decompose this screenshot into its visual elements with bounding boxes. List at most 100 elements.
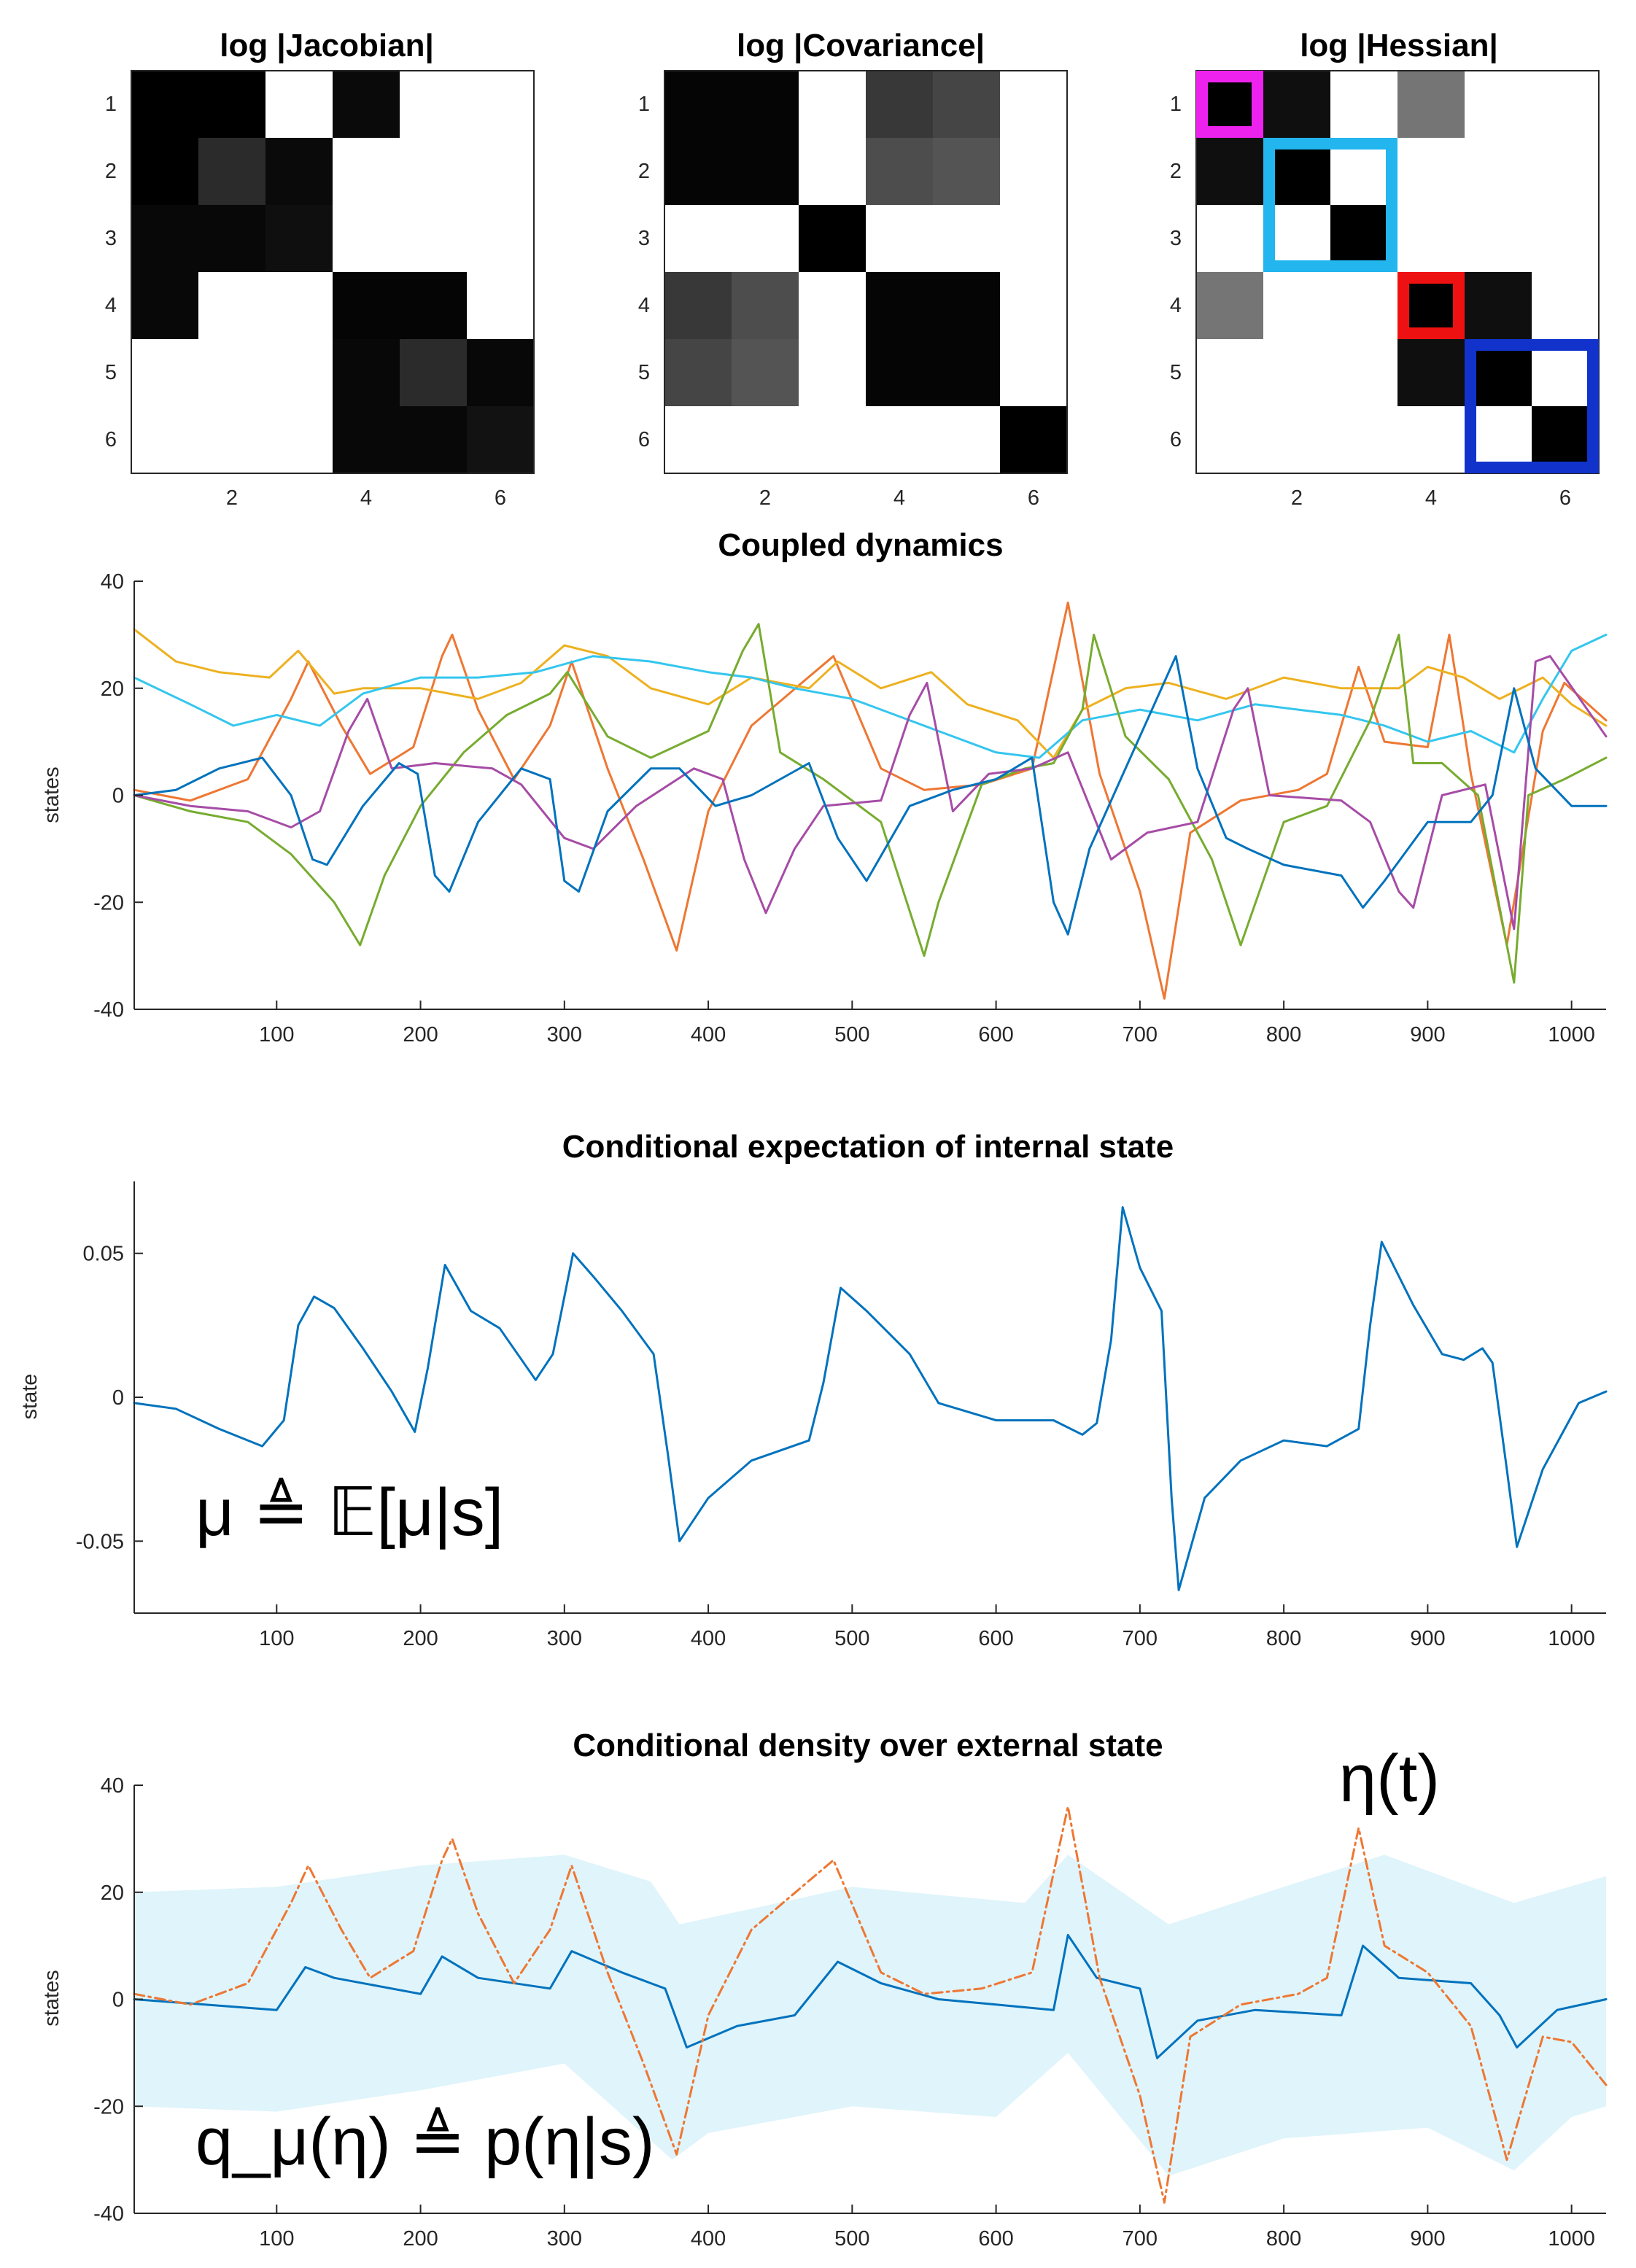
heat-cell [799,138,867,206]
heat-cell [198,406,266,474]
x-tick-label: 700 [1123,1023,1158,1046]
heat-cell [1397,138,1465,206]
heat-cell [198,339,266,407]
x-tick-label: 400 [691,1627,726,1650]
heatmap-jacobian-col-ticks: 2 4 6 [226,486,506,510]
x-tick-label: 200 [403,1023,438,1046]
series-internal-expectation [133,1206,1608,1591]
formula-eta-t: η(t) [1339,1741,1440,1816]
heat-cell [467,339,535,407]
heat-cell [664,272,732,340]
heat-cell [333,406,400,474]
heat-cell [131,205,199,273]
x-tick-label: 300 [547,1023,582,1046]
series-true-external-state [133,1805,1608,2204]
plot-internal-state: Conditional expectation of internal stat… [18,1129,1608,1650]
heatmap-jacobian-row-ticks: 1 2 3 4 5 6 [105,93,117,451]
x-tick-label: 700 [1123,1627,1158,1650]
x-tick-label: 500 [834,2227,869,2250]
col-tick: 4 [360,486,372,510]
heat-cell [400,406,468,474]
col-tick: 6 [1559,486,1571,510]
y-tick-label: 0.05 [83,1243,124,1266]
heat-cell [131,71,199,139]
heat-cell [732,406,799,474]
heatmap-hessian-row-ticks: 1 2 3 4 5 6 [1170,93,1182,451]
y-tick-label: -20 [93,891,124,914]
heatmap-hessian-cells [1196,71,1600,474]
heatmap-covariance-title: log |Covariance| [737,28,985,64]
heat-cell [467,138,535,206]
x-tick-label: 200 [403,2227,438,2250]
heat-cell [664,138,732,206]
heatmap-hessian-col-ticks: 2 4 6 [1291,486,1571,510]
x-tick-label: 500 [834,1023,869,1046]
heat-cell [866,71,934,139]
row-tick: 6 [638,428,650,451]
heat-cell [198,71,266,139]
heat-cell [1000,406,1068,474]
x-tick-label: 900 [1410,1023,1445,1046]
heat-cell [198,138,266,206]
x-tick-label: 400 [691,2227,726,2250]
heat-cell [265,71,333,139]
plot-coupled-dynamics-area: 100 200 300 400 500 600 700 800 900 1000 -40 -20 0 20… [93,570,1608,1046]
heat-cell [866,406,934,474]
y-tick-label: 0 [112,1989,124,2012]
cyan-box [1263,138,1397,272]
heatmap-covariance-col-ticks: 2 4 6 [759,486,1039,510]
series-state-green [133,623,1608,984]
heat-cell [1330,406,1398,474]
heat-cell [732,71,799,139]
col-tick: 2 [1291,486,1303,510]
y-tick-label: 0 [112,1386,124,1410]
heat-cell [933,339,1001,407]
y-tick-label: -0.05 [76,1530,124,1553]
col-tick: 2 [759,486,771,510]
heat-cell [333,71,400,139]
heatmap-jacobian: log |Jacobian| 1 2 3 4 5 6 2 4 6 [105,28,535,510]
heat-cell [1465,205,1532,273]
heat-cell [1397,406,1465,474]
col-tick: 4 [893,486,905,510]
heat-cell [866,138,934,206]
x-tick-label: 1000 [1548,2227,1595,2250]
heatmap-covariance: log |Covariance| 1 2 3 4 5 6 2 4 6 [638,28,1068,510]
row-tick: 5 [105,361,117,384]
row-tick: 4 [638,294,650,317]
x-tick-label: 600 [978,1023,1013,1046]
heat-cell [1465,71,1532,139]
x-tick-label: 400 [691,1023,726,1046]
y-tick-label: 20 [101,1881,124,1905]
heat-cell [933,71,1001,139]
x-tick-label: 900 [1410,1627,1445,1650]
series-state-cyan [133,633,1608,759]
heat-cell [1397,71,1465,139]
heat-cell [1196,272,1264,340]
row-tick: 1 [638,93,650,116]
plot-external-state-title: Conditional density over external state [573,1728,1163,1763]
row-tick: 2 [105,160,117,183]
y-tick-label: 40 [101,570,124,594]
plot-external-state: Conditional density over external state … [40,1728,1608,2250]
x-tick-label: 600 [978,2227,1013,2250]
heat-cell [1196,205,1264,273]
heat-cell [799,339,867,407]
heat-cell [1330,71,1398,139]
heat-cell [467,205,535,273]
plot-coupled-dynamics: Coupled dynamics states 100 200 300 400 500 6… [40,527,1608,1046]
heat-cell [1263,339,1331,407]
series-state-blue [133,655,1608,936]
heat-cell [799,406,867,474]
x-tick-label: 800 [1266,1023,1301,1046]
row-tick: 6 [1170,428,1182,451]
x-tick-label: 700 [1123,2227,1158,2250]
heat-cell [265,205,333,273]
row-tick: 3 [638,227,650,250]
y-tick-label: -20 [93,2095,124,2119]
heat-cell [467,71,535,139]
heatmap-covariance-frame [664,70,1068,474]
x-tick-label: 200 [403,1627,438,1650]
row-tick: 3 [105,227,117,250]
